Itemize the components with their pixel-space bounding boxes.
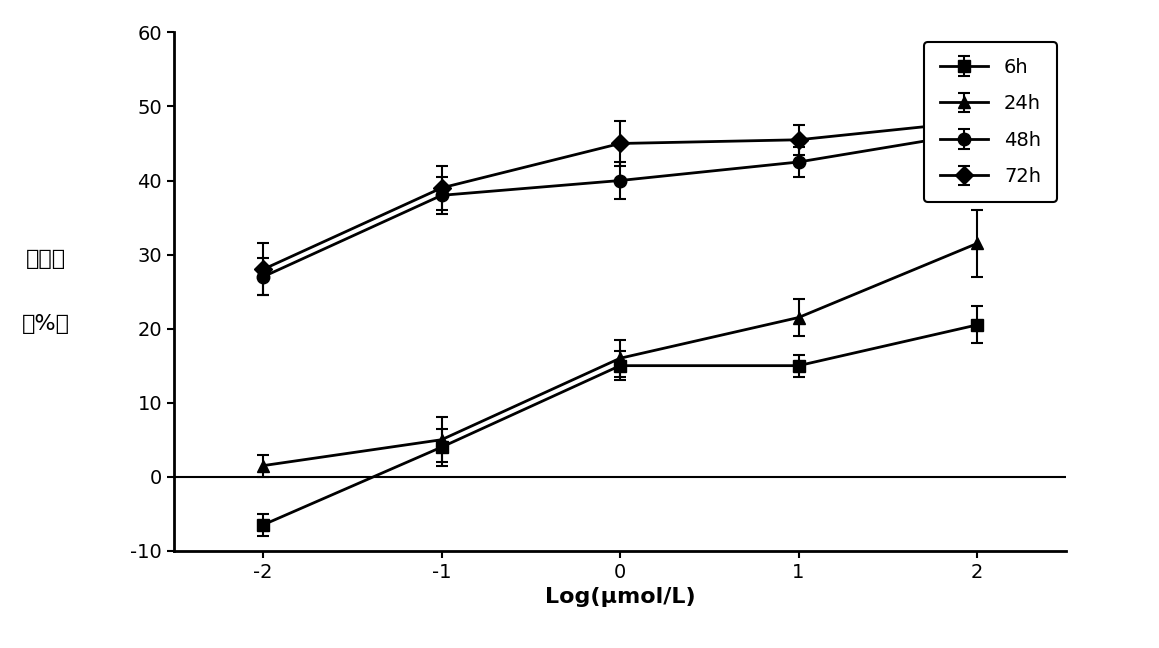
X-axis label: Log(μmol/L): Log(μmol/L) — [545, 587, 695, 607]
Text: （%）: （%） — [22, 314, 71, 334]
Legend: 6h, 24h, 48h, 72h: 6h, 24h, 48h, 72h — [924, 42, 1057, 202]
Text: 抑制率: 抑制率 — [27, 249, 66, 269]
